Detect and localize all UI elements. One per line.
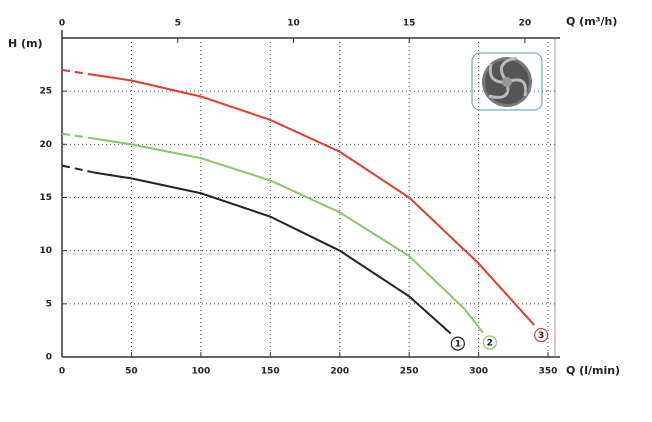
x-tick-label: 250 xyxy=(400,367,419,377)
pump-curve xyxy=(61,68,535,326)
x2-tick-label: 0 xyxy=(59,19,65,29)
curve-label: 1 xyxy=(455,340,461,350)
x2-tick-label: 15 xyxy=(403,19,416,29)
x-tick-label: 0 xyxy=(59,367,65,377)
x-axis-label: Q (l/min) xyxy=(566,364,620,377)
y-tick-label: 10 xyxy=(39,246,52,256)
x-tick-label: 50 xyxy=(125,367,138,377)
x-tick-label: 200 xyxy=(330,367,349,377)
x-tick-label: 300 xyxy=(469,367,488,377)
x2-axis-label: Q (m³/h) xyxy=(566,15,617,28)
curve-label: 2 xyxy=(487,339,493,349)
y-tick-label: 25 xyxy=(39,87,52,97)
curve-label: 3 xyxy=(538,331,544,341)
y-tick-label: 5 xyxy=(46,299,52,309)
x2-tick-label: 10 xyxy=(287,19,300,29)
curve-marker xyxy=(482,335,497,350)
x-tick-label: 100 xyxy=(191,367,210,377)
x2-tick-label: 5 xyxy=(175,19,181,29)
x-tick-label: 350 xyxy=(539,367,558,377)
x2-tick-label: 20 xyxy=(519,19,532,29)
pump-curve xyxy=(61,132,484,334)
y-tick-label: 15 xyxy=(39,193,52,203)
y-axis-label: H (m) xyxy=(8,37,43,50)
pump-curve xyxy=(61,164,452,335)
x-tick-label: 150 xyxy=(261,367,280,377)
y-tick-label: 20 xyxy=(39,140,52,150)
impeller-photo xyxy=(471,52,543,111)
curve-marker xyxy=(534,328,549,343)
y-tick-label: 0 xyxy=(46,353,52,363)
curve-marker xyxy=(450,336,465,351)
